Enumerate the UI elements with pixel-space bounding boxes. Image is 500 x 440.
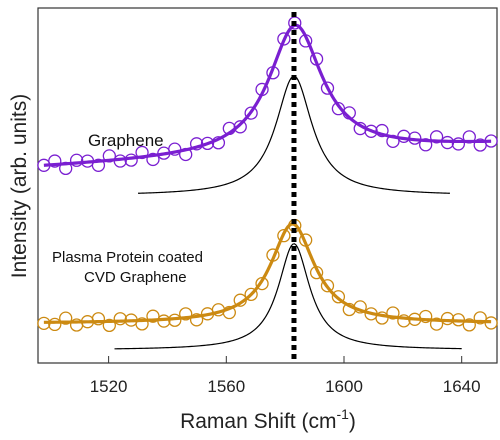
data-point (48, 154, 62, 168)
data-point (179, 147, 193, 162)
data-point (309, 52, 324, 66)
data-point (135, 145, 149, 160)
data-point (462, 318, 476, 332)
data-point (59, 311, 73, 325)
annotation-cvd-line2: CVD Graphene (84, 269, 187, 286)
series-layer (37, 16, 498, 350)
data-point (189, 137, 204, 151)
data-point (408, 131, 422, 145)
data-point (211, 136, 226, 150)
data-point (386, 306, 400, 320)
data-point (113, 312, 127, 326)
x-axis-ticks: 1520 1560 1600 1640 (90, 356, 481, 396)
data-point (244, 287, 258, 302)
data-point (277, 32, 291, 46)
data-point (375, 123, 389, 138)
data-point (233, 293, 247, 307)
data-point (157, 314, 171, 328)
data-point (244, 106, 258, 120)
data-point (353, 300, 367, 314)
data-point (397, 129, 411, 143)
series-graphene (37, 16, 498, 176)
series-plasma-protein-coated-cvd-graphene (37, 218, 498, 333)
data-point (484, 316, 498, 330)
data-point (320, 279, 335, 293)
data-point (91, 158, 106, 172)
data-point (255, 82, 269, 97)
data-point (320, 81, 335, 95)
data-point (189, 313, 204, 327)
data-point (179, 307, 193, 321)
x-tick-label: 1640 (443, 377, 481, 396)
data-point (146, 309, 160, 323)
x-tick-label: 1600 (325, 377, 363, 396)
data-point (200, 136, 215, 151)
data-point (429, 317, 444, 331)
y-axis-title: Intensity (arb. units) (8, 94, 31, 278)
data-point (451, 137, 466, 151)
data-point (451, 313, 466, 327)
x-tick-label: 1520 (90, 377, 128, 396)
data-point (364, 124, 378, 138)
data-point (299, 233, 313, 247)
reference-line-cvd-reference (114, 243, 462, 350)
x-axis-title: Raman Shift (cm-1) (180, 406, 356, 433)
data-point (113, 154, 127, 168)
data-point (146, 152, 160, 167)
data-point (135, 317, 149, 331)
annotation-cvd-line1: Plasma Protein coated (52, 249, 203, 266)
data-point (222, 121, 236, 136)
data-point (440, 135, 455, 150)
data-point (331, 290, 346, 304)
data-point (91, 312, 106, 326)
data-point (342, 106, 356, 120)
data-point (48, 317, 62, 332)
data-point (419, 138, 433, 152)
data-point (69, 153, 84, 167)
data-point (484, 134, 498, 148)
data-point (299, 34, 313, 48)
data-point (222, 305, 236, 320)
annotation-graphene: Graphene (88, 131, 164, 150)
data-point (266, 66, 280, 80)
data-point (102, 318, 116, 333)
series-cvd-reference (114, 243, 462, 350)
data-point (102, 149, 116, 163)
data-point (440, 311, 455, 326)
x-tick-label: 1560 (207, 377, 245, 396)
data-point (233, 120, 247, 134)
data-point (462, 130, 476, 144)
data-point (419, 309, 433, 324)
fit-line-plasma-protein-coated-cvd-graphene (43, 222, 492, 324)
data-point (255, 276, 269, 291)
data-point (429, 130, 444, 144)
fit-line-graphene (43, 23, 492, 167)
data-point (386, 134, 400, 149)
data-point (309, 265, 324, 280)
data-point (266, 248, 280, 262)
data-point (37, 316, 51, 330)
data-point (397, 314, 411, 328)
data-point (59, 161, 73, 176)
data-point (473, 311, 487, 325)
data-point (375, 311, 389, 325)
data-point (168, 142, 182, 156)
data-point (124, 153, 138, 167)
data-point (277, 229, 291, 243)
plot-frame (37, 7, 498, 364)
data-point (168, 313, 182, 327)
